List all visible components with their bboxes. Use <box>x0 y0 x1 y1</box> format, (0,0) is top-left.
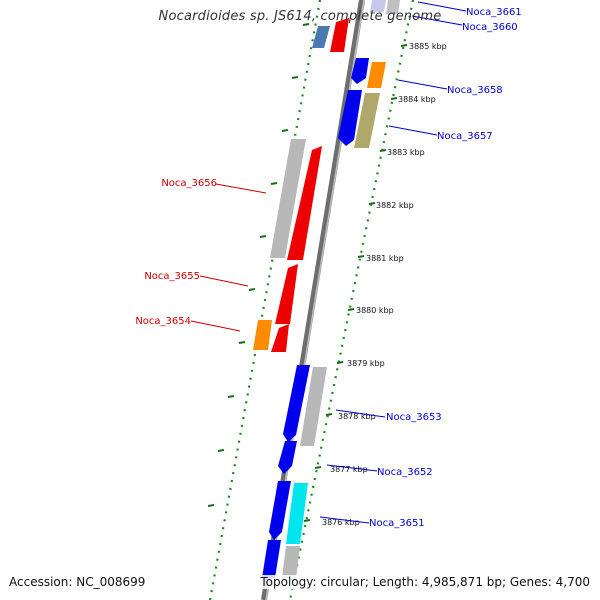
ruler-dashes <box>207 23 408 522</box>
tick-label: 3885 kbp <box>409 42 447 51</box>
tick-label: 3877 kbp <box>330 465 368 474</box>
tick-label: 3880 kbp <box>356 306 394 315</box>
gene-noca-3656 <box>287 146 322 260</box>
genome-summary: Topology: circular; Length: 4,985,871 bp… <box>260 575 590 589</box>
reverse-gene-labels: Noca_3661 Noca_3660 Noca_3658 Noca_3657 … <box>319 1 522 529</box>
gene-noca-3657 <box>354 93 380 148</box>
inner-ruler-dots <box>208 0 322 600</box>
gene-noca-3654 <box>271 324 289 352</box>
gene-noca-3663 <box>330 18 349 52</box>
gene-noca-3657a <box>338 90 362 146</box>
gene-noca-3650 <box>262 540 281 578</box>
gene-label-noca-3651: Noca_3651 <box>369 518 425 529</box>
forward-strand-genes <box>253 18 349 352</box>
gene-label-noca-3654: Noca_3654 <box>135 316 191 327</box>
gene-noca-3650b <box>282 546 300 578</box>
tick-label: 3883 kbp <box>387 148 425 157</box>
tick-label: 3878 kbp <box>338 412 376 421</box>
gene-noca-3662 <box>312 26 330 48</box>
gene-noca-3655 <box>275 264 298 324</box>
accession-label: Accession: NC_008699 <box>9 575 146 589</box>
gene-noca-3658 <box>367 62 386 88</box>
gene-noca-3654a <box>253 320 272 350</box>
gene-noca-3660 <box>386 0 400 14</box>
gene-noca-3661 <box>370 0 386 12</box>
gene-noca-3651a <box>269 481 291 540</box>
gene-label-noca-3657: Noca_3657 <box>437 131 493 142</box>
gene-label-noca-3660: Noca_3660 <box>462 22 518 33</box>
gene-label-noca-3658: Noca_3658 <box>447 85 503 96</box>
tick-label: 3876 kbp <box>322 518 360 527</box>
gene-noca-3651 <box>286 483 308 544</box>
map-title: Nocardioides sp. JS614, complete genome <box>158 9 442 24</box>
gene-noca-3656a <box>270 139 306 258</box>
tick-label: 3879 kbp <box>347 359 385 368</box>
gene-noca-3659 <box>351 58 369 84</box>
tick-labels: 3885 kbp 3884 kbp 3883 kbp 3882 kbp 3881… <box>322 42 447 527</box>
gene-label-noca-3655: Noca_3655 <box>144 271 200 282</box>
gene-noca-3653a <box>283 365 310 442</box>
gene-noca-3653 <box>300 367 327 446</box>
gene-label-noca-3656: Noca_3656 <box>161 178 217 189</box>
tick-label: 3881 kbp <box>366 254 404 263</box>
gene-label-noca-3653: Noca_3653 <box>386 412 442 423</box>
gene-noca-3652 <box>278 441 297 474</box>
tick-label: 3884 kbp <box>398 95 436 104</box>
tick-label: 3882 kbp <box>376 201 414 210</box>
gene-label-noca-3652: Noca_3652 <box>377 467 433 478</box>
forward-gene-labels: Noca_3656 Noca_3655 Noca_3654 <box>135 178 267 332</box>
reverse-strand-genes <box>262 0 400 578</box>
gene-label-noca-3661: Noca_3661 <box>466 7 522 18</box>
